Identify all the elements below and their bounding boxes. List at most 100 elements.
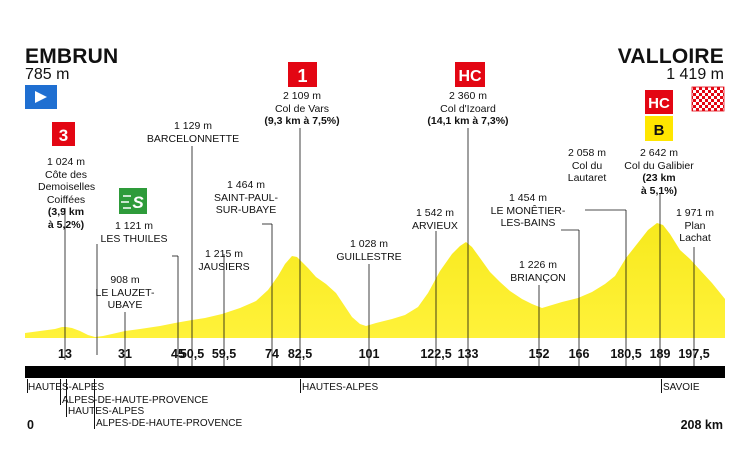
hc-galibier-badge-icon: HC <box>645 90 673 114</box>
km-marker-45: 45 <box>171 347 185 361</box>
waypoint-name: Demoiselles <box>38 181 96 193</box>
category-3-badge-icon: 3 <box>52 122 75 146</box>
waypoint-name: Col d'Izoard <box>440 102 496 115</box>
waypoint-detail: (9,3 km à 7,5%) <box>264 115 340 127</box>
bonus-badge-icon: B <box>645 116 673 141</box>
region-divider <box>94 379 95 429</box>
start-city-name: EMBRUN <box>25 45 119 68</box>
start-header: EMBRUN 785 m <box>25 45 118 84</box>
km-marker-101: 101 <box>359 347 380 361</box>
km-marker-189: 189 <box>650 347 671 361</box>
km-marker-13: 13 <box>58 347 72 361</box>
waypoint-altitude: 2 360 m <box>449 90 487 102</box>
km-marker-122,5: 122,5 <box>420 347 451 361</box>
category-1-badge-icon: 1 <box>288 62 317 87</box>
waypoint-col-galibier: 2 642 m Col du Galibier (23 km à 5,1%) <box>614 147 704 197</box>
bonus-text: B <box>654 122 665 139</box>
hc-izoard-badge-icon: HC <box>455 62 485 87</box>
waypoint-col-izoard: 2 360 m Col d'Izoard (14,1 km à 7,3%) <box>418 90 518 128</box>
waypoint-name: Col du Galibier <box>624 159 694 172</box>
waypoint-name: LE MONÊTIER- <box>490 204 566 217</box>
waypoint-name: LES-BAINS <box>500 217 556 229</box>
waypoint-detail: à 5,1%) <box>640 184 678 197</box>
waypoint-col-de-vars: 2 109 m Col de Vars (9,3 km à 7,5%) <box>252 90 352 128</box>
waypoint-name: Lautaret <box>567 172 607 184</box>
km-marker-180,5: 180,5 <box>610 347 641 361</box>
km-band <box>25 366 725 378</box>
start-city-altitude: 785 m <box>25 66 70 83</box>
category-3-text: 3 <box>59 126 68 145</box>
waypoint-altitude: 2 642 m <box>640 147 678 159</box>
category-1-text: 1 <box>297 66 307 86</box>
waypoint-detail: à 5,2%) <box>47 218 85 231</box>
waypoint-jausiers: 1 215 m JAUSIERS <box>196 248 252 273</box>
waypoint-arvieux: 1 542 m ARVIEUX <box>404 207 466 232</box>
hc-izoard-text: HC <box>458 68 482 85</box>
region-divider <box>300 379 301 393</box>
waypoint-name: GUILLESTRE <box>336 250 402 263</box>
waypoint-name: Lachat <box>679 232 711 244</box>
waypoint-barcelonnette: 1 129 m BARCELONNETTE <box>143 120 243 145</box>
waypoint-plan-lachat: 1 971 m Plan Lachat <box>672 207 718 245</box>
waypoint-detail: (14,1 km à 7,3%) <box>427 115 509 127</box>
km-marker-59,5: 59,5 <box>212 347 236 361</box>
waypoint-altitude: 908 m <box>110 274 140 286</box>
km-marker-133: 133 <box>458 347 479 361</box>
waypoint-saint-paul: 1 464 m SAINT-PAUL- SUR-UBAYE <box>206 179 286 217</box>
region-label: ALPES-DE-HAUTE-PROVENCE <box>62 395 209 406</box>
waypoint-detail: (3,9 km <box>47 206 85 218</box>
region-divider <box>60 379 61 405</box>
waypoint-guillestre: 1 028 m GUILLESTRE <box>334 238 404 263</box>
finish-header: VALLOIRE 1 419 m <box>618 45 724 84</box>
start-flag-icon <box>25 85 57 109</box>
waypoint-thuiles: 1 121 m LES THUILES <box>97 220 171 245</box>
region-label: SAVOIE <box>663 382 700 393</box>
waypoint-name: BRIANÇON <box>510 271 566 284</box>
waypoint-name: ARVIEUX <box>412 219 458 232</box>
region-label: HAUTES-ALPES <box>302 382 379 393</box>
guide-lines <box>64 128 695 366</box>
km-marker-166: 166 <box>569 347 590 361</box>
waypoint-monetier: 1 454 m LE MONÊTIER- LES-BAINS <box>486 192 570 230</box>
waypoint-altitude: 1 121 m <box>115 220 153 232</box>
waypoint-altitude: 2 109 m <box>283 90 321 102</box>
region-divider <box>27 379 28 393</box>
sprint-badge-icon: S <box>119 188 147 214</box>
finish-flag-icon <box>691 86 725 112</box>
finish-km: 208 km <box>680 418 723 432</box>
waypoint-name: Coiffées <box>46 193 86 206</box>
km-marker-82,5: 82,5 <box>288 347 312 361</box>
waypoint-altitude: 1 454 m <box>509 192 547 204</box>
sprint-text: S <box>132 193 144 212</box>
start-km: 0 <box>27 418 34 432</box>
waypoint-altitude: 1 129 m <box>174 120 212 132</box>
waypoint-name: SAINT-PAUL- <box>214 191 278 204</box>
waypoint-name: LE LAUZET- <box>95 286 155 299</box>
waypoint-name: SUR-UBAYE <box>215 204 277 216</box>
waypoint-altitude: 1 028 m <box>350 238 388 250</box>
waypoint-name: Plan <box>684 219 706 232</box>
region-divider <box>661 379 662 393</box>
waypoint-altitude: 1 542 m <box>416 207 454 219</box>
waypoint-demoiselles: 1 024 m Côte des Demoiselles Coiffées (3… <box>38 156 96 231</box>
waypoint-name: LES THUILES <box>100 232 168 245</box>
region-label: HAUTES-ALPES <box>68 406 145 417</box>
km-marker-31: 31 <box>118 347 132 361</box>
waypoint-briancon: 1 226 m BRIANÇON <box>503 259 573 284</box>
waypoint-detail: (23 km <box>642 172 676 184</box>
region-divider <box>66 379 67 417</box>
waypoint-altitude: 1 215 m <box>205 248 243 260</box>
km-marker-152: 152 <box>529 347 550 361</box>
km-marker-197,5: 197,5 <box>678 347 709 361</box>
waypoint-lauzet: 908 m LE LAUZET- UBAYE <box>92 274 158 312</box>
km-marker-50,5: 50,5 <box>180 347 204 361</box>
finish-city-altitude: 1 419 m <box>666 66 724 83</box>
region-label: ALPES-DE-HAUTE-PROVENCE <box>96 418 243 429</box>
waypoint-name: UBAYE <box>107 299 143 311</box>
hc-galibier-text: HC <box>648 95 670 112</box>
waypoint-name: JAUSIERS <box>198 260 250 273</box>
profile-shape <box>25 223 725 338</box>
finish-city-name: VALLOIRE <box>617 45 724 68</box>
